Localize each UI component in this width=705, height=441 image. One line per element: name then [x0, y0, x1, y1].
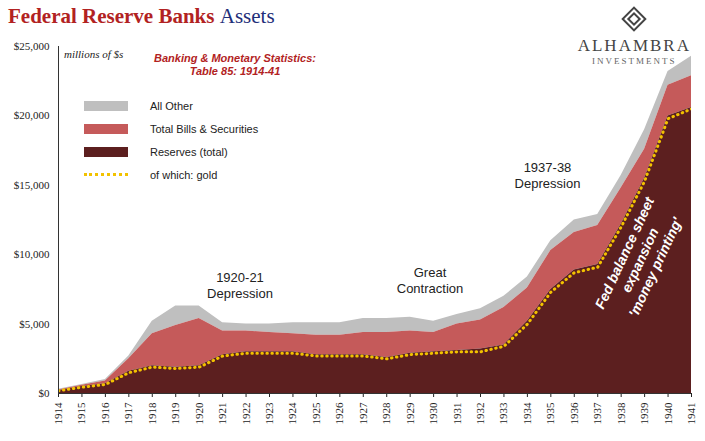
svg-text:1922: 1922	[240, 403, 252, 425]
svg-text:1936: 1936	[568, 402, 580, 425]
svg-text:1928: 1928	[380, 402, 392, 425]
svg-text:$20,000: $20,000	[14, 109, 50, 121]
html-text:Reserves (total): Reserves (total)	[150, 145, 228, 158]
svg-text:1916: 1916	[99, 402, 111, 425]
svg-text:1930: 1930	[427, 402, 439, 425]
svg-text:1924: 1924	[286, 402, 298, 425]
html-text:Banking & Monetary Statistics:: Banking & Monetary Statistics: Table 85:…	[154, 52, 316, 78]
svg-text:$5,000: $5,000	[19, 318, 50, 330]
svg-text:1938: 1938	[615, 402, 627, 425]
html-text:ALHAMBRA: ALHAMBRA	[577, 36, 691, 55]
svg-text:$0: $0	[39, 387, 51, 399]
html-text:Federal Reserve Banks Assets: Federal Reserve Banks Assets	[8, 4, 275, 28]
html-text:Great Contraction: Great Contraction	[396, 265, 464, 296]
html-text:1937-38 Depression: 1937-38 Depression	[514, 160, 581, 191]
html-text:1920-21 Depression: 1920-21 Depression	[207, 270, 273, 301]
svg-text:1925: 1925	[310, 402, 322, 425]
svg-text:1918: 1918	[146, 402, 158, 425]
html-text:millions of $s: millions of $s	[64, 48, 124, 60]
svg-text:1939: 1939	[638, 402, 650, 425]
html-text:of which: gold: of which: gold	[150, 168, 218, 181]
svg-text:1931: 1931	[451, 403, 463, 425]
svg-text:1921: 1921	[216, 403, 228, 425]
svg-text:1926: 1926	[333, 402, 345, 425]
svg-text:$25,000: $25,000	[14, 40, 50, 52]
svg-text:1919: 1919	[169, 402, 181, 425]
html-text:Total Bills & Securities: Total Bills & Securities	[150, 122, 259, 135]
svg-text:1940: 1940	[662, 402, 674, 425]
html-text:INVESTMENTS: INVESTMENTS	[592, 56, 677, 66]
svg-text:1914: 1914	[52, 402, 64, 425]
svg-text:$15,000: $15,000	[14, 179, 50, 191]
svg-text:1941: 1941	[685, 403, 697, 425]
svg-text:1920: 1920	[193, 402, 205, 425]
svg-text:1937: 1937	[591, 402, 603, 425]
svg-text:1923: 1923	[263, 402, 275, 425]
svg-text:1915: 1915	[75, 402, 87, 425]
svg-text:1935: 1935	[544, 402, 556, 425]
svg-text:1927: 1927	[357, 402, 369, 425]
svg-text:1929: 1929	[404, 402, 416, 425]
html-text:All Other: All Other	[150, 99, 193, 112]
svg-text:$10,000: $10,000	[14, 248, 50, 260]
svg-text:1917: 1917	[122, 402, 134, 425]
svg-text:1933: 1933	[497, 402, 509, 425]
svg-text:1934: 1934	[521, 402, 533, 425]
html-text:Fed balance sheet expansion 'm: Fed balance sheet expansion 'money print…	[591, 194, 685, 320]
svg-text:1932: 1932	[474, 403, 486, 425]
